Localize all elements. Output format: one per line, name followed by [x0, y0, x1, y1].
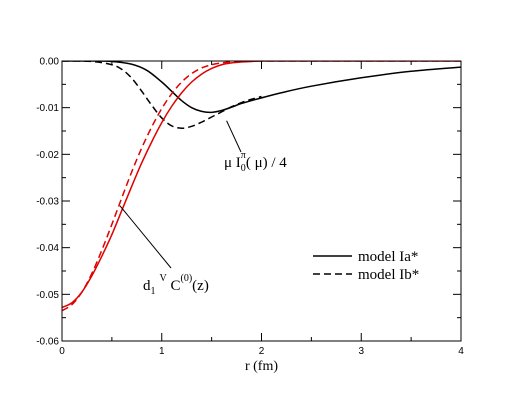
- vector-annotation-label: d1V C(0)(z): [143, 273, 209, 297]
- plot-frame: [61, 60, 462, 342]
- y-tick-label: -0.06: [36, 337, 59, 348]
- y-tick-label: -0.03: [36, 197, 59, 208]
- x-tick-label: 4: [458, 346, 464, 357]
- x-tick-label: 3: [358, 346, 364, 357]
- legend: model Ia* model Ib*: [313, 249, 419, 283]
- y-tick-label: -0.01: [36, 103, 59, 114]
- x-tick-label: 0: [59, 346, 65, 357]
- ticks-layer: 0 1 2 3 4 0.00 -0.01 -0.02 -0.03 -0.04 -0.05 -0.06: [36, 57, 464, 358]
- x-axis-label: r (fm): [245, 359, 278, 374]
- pion-annotation-pointer: [226, 120, 242, 153]
- y-tick-label: -0.04: [36, 243, 59, 254]
- pion-annotation-label: μ I0π( μ) / 4: [224, 150, 287, 174]
- series-line-2: [62, 61, 262, 129]
- legend-label: model Ib*: [358, 267, 419, 283]
- y-tick-label: -0.05: [36, 290, 59, 301]
- vector-annotation-pointer: [119, 205, 172, 269]
- series-line-4: [62, 61, 461, 312]
- x-tick-label: 2: [259, 346, 265, 357]
- annotations: μ I0π( μ) / 4 d1V C(0)(z): [119, 120, 287, 297]
- legend-label: model Ia*: [358, 249, 418, 265]
- x-tick-label: 1: [159, 346, 165, 357]
- series-line-1: [62, 61, 461, 114]
- y-tick-label: 0.00: [40, 57, 60, 68]
- y-tick-label: -0.02: [36, 150, 59, 161]
